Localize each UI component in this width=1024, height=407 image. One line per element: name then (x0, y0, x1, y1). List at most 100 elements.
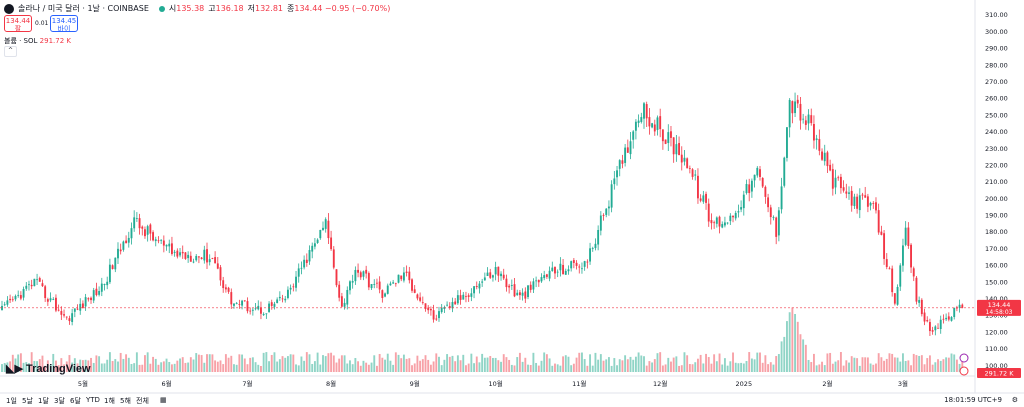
sell-button[interactable]: 134.44 팔 (4, 15, 32, 33)
candle-body (157, 240, 160, 242)
volume-bar (804, 344, 807, 372)
candle-body (435, 318, 438, 320)
candle-body (777, 210, 780, 236)
volume-bar (38, 359, 41, 372)
volume-bar (500, 361, 502, 372)
volume-bar (354, 358, 357, 372)
candle-body (60, 311, 63, 315)
volume-bar (135, 352, 138, 372)
candle-body (400, 275, 403, 280)
candle-body (365, 269, 368, 274)
candle-body (799, 103, 802, 121)
candle-body (756, 167, 759, 176)
range-3m[interactable]: 3달 (54, 397, 65, 405)
volume-bar (206, 354, 208, 372)
candle-body (405, 271, 408, 273)
candle-body (869, 202, 872, 206)
symbol-title[interactable]: 솔라나 / 미국 달러 · 1날 · COINBASE (18, 4, 149, 13)
volume-legend[interactable]: 볼륨 · SOL 291.72 K (4, 36, 71, 46)
volume-bar (750, 358, 753, 372)
candle-body (73, 308, 76, 312)
volume-bar (937, 359, 939, 372)
price-tick-label: 180.00 (985, 228, 1008, 236)
volume-bar (122, 358, 125, 372)
candle-body (670, 131, 672, 138)
candle-body (117, 248, 119, 259)
volume-bar (683, 352, 686, 372)
candle-body (30, 284, 33, 287)
volume-bar (834, 361, 837, 372)
volume-bar (100, 363, 103, 372)
candle-body (607, 206, 610, 209)
volume-bar (947, 357, 950, 372)
candle-body (680, 154, 683, 163)
candle-body (896, 287, 899, 305)
volume-bar (273, 352, 276, 372)
volume-bar (516, 357, 519, 372)
volume-bar (473, 363, 476, 372)
volume-bar (529, 365, 532, 372)
range-5y[interactable]: 5해 (120, 397, 131, 405)
volume-bar (761, 362, 764, 372)
range-5d[interactable]: 5날 (22, 397, 33, 405)
candle-body (494, 267, 497, 275)
time-tick-label: 2025 (736, 380, 753, 388)
candle-body (683, 157, 686, 162)
candle-body (421, 302, 424, 304)
volume-bar (284, 357, 287, 372)
candle-body (937, 327, 939, 329)
collapse-chevron-icon[interactable]: ^ (4, 46, 17, 57)
volume-bar (691, 364, 694, 372)
volume-bar (880, 357, 883, 372)
range-1y[interactable]: 1해 (104, 397, 115, 405)
clock[interactable]: 18:01:59 UTC+9 (944, 396, 1002, 404)
price-tick-label: 230.00 (985, 145, 1008, 153)
candle-body (904, 227, 907, 245)
volume-bar (211, 354, 214, 372)
candle-body (144, 229, 146, 237)
range-6m[interactable]: 6달 (70, 397, 81, 405)
candle-body (111, 265, 114, 270)
candle-body (694, 174, 697, 176)
candle-body (761, 177, 764, 187)
candle-body (591, 248, 594, 250)
volume-bar (527, 364, 529, 372)
volume-bar (208, 354, 211, 372)
range-1d[interactable]: 1일 (6, 397, 17, 405)
candle-body (947, 316, 950, 320)
volume-bar (848, 362, 850, 372)
volume-bar (160, 362, 163, 372)
candle-body (249, 310, 252, 312)
range-all[interactable]: 전체 (136, 397, 149, 405)
volume-bar (732, 352, 734, 372)
volume-bar (146, 352, 149, 372)
volume-bar (165, 358, 168, 372)
volume-bar (179, 358, 181, 372)
spread-value: 0.01 (35, 20, 49, 27)
calendar-icon[interactable]: ▦ (160, 396, 167, 404)
price-tick-label: 290.00 (985, 45, 1008, 53)
candle-body (775, 217, 778, 237)
candle-body (262, 314, 265, 316)
buy-button[interactable]: 134.45 바이 (50, 15, 78, 33)
candle-body (877, 210, 880, 233)
volume-bar (629, 356, 632, 372)
range-1m[interactable]: 1달 (38, 397, 49, 405)
volume-bar (705, 353, 707, 372)
candle-body (300, 267, 303, 269)
volume-bar (599, 354, 602, 372)
ohlc-low: 저132.81 (247, 4, 283, 13)
candle-body (281, 298, 284, 300)
candle-body (373, 283, 376, 285)
volume-bar (168, 361, 171, 372)
candle-body (216, 263, 219, 269)
volume-bar (95, 355, 98, 372)
settings-gear-icon[interactable]: ⚙ (1011, 396, 1018, 404)
candle-body (340, 296, 343, 307)
candle-body (100, 283, 103, 292)
range-ytd[interactable]: YTD (86, 396, 100, 404)
candle-body (179, 252, 181, 256)
volume-bar (769, 362, 772, 372)
